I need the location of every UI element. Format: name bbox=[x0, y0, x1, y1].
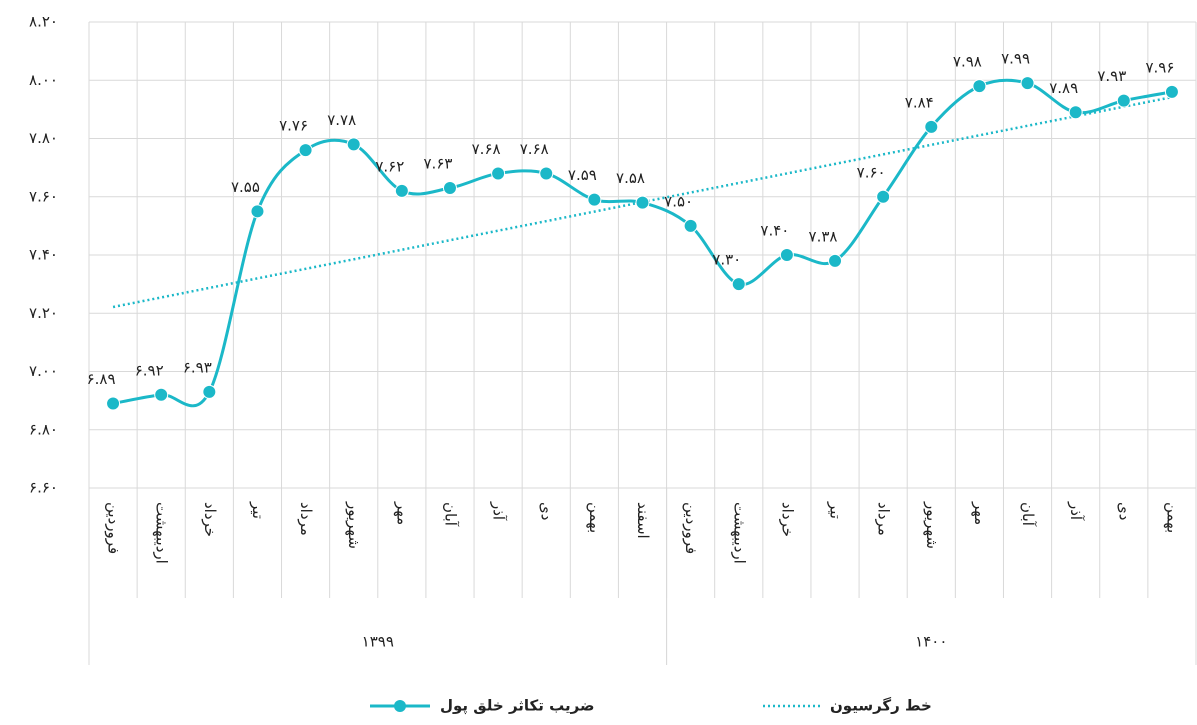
data-label: ۷.۹۹ bbox=[1001, 50, 1030, 68]
y-tick-label: ۸.۰۰ bbox=[29, 71, 58, 89]
data-label: ۷.۸۴ bbox=[905, 93, 934, 111]
data-point bbox=[106, 396, 121, 411]
data-label: ۷.۵۵ bbox=[231, 178, 260, 196]
data-point bbox=[779, 248, 794, 262]
data-point bbox=[587, 192, 602, 207]
data-label: ۶.۹۳ bbox=[183, 358, 212, 376]
x-tick-label: اردیبهشت bbox=[153, 502, 171, 564]
x-tick-label: تیر bbox=[249, 501, 267, 519]
data-point bbox=[491, 166, 506, 181]
y-tick-label: ۷.۲۰ bbox=[29, 304, 58, 322]
data-label: ۷.۵۹ bbox=[568, 166, 597, 184]
legend-label: خط رگرسیون bbox=[830, 697, 932, 715]
y-tick-label: ۶.۸۰ bbox=[29, 420, 58, 438]
data-point bbox=[539, 166, 554, 181]
data-label: ۷.۷۸ bbox=[327, 111, 356, 129]
x-tick-label: خرداد bbox=[201, 502, 219, 537]
group-label: ۱۴۰۰ bbox=[915, 633, 947, 651]
data-point bbox=[442, 181, 457, 196]
data-label: ۷.۷۶ bbox=[279, 117, 308, 135]
x-tick-label: آبان bbox=[1019, 502, 1037, 527]
x-tick-label: بهمن bbox=[1163, 502, 1181, 533]
legend-series-marker bbox=[394, 700, 406, 712]
x-tick-label: مرداد bbox=[297, 502, 315, 536]
y-tick-label: ۷.۰۰ bbox=[29, 362, 58, 380]
y-tick-label: ۶.۶۰ bbox=[29, 479, 58, 497]
series-line bbox=[112, 78, 1173, 408]
data-label: ۷.۶۸ bbox=[472, 140, 501, 158]
legend-label: ضریب تکاثر خلق پول bbox=[440, 697, 594, 716]
data-point bbox=[1068, 105, 1083, 120]
x-tick-label: مهر bbox=[971, 501, 989, 525]
data-point bbox=[635, 195, 650, 210]
data-label: ۷.۹۸ bbox=[953, 53, 982, 71]
x-tick-label: دی bbox=[538, 502, 556, 520]
data-label: ۷.۳۸ bbox=[809, 227, 838, 245]
x-tick-label: مهر bbox=[393, 501, 411, 525]
data-label: ۷.۹۳ bbox=[1097, 67, 1126, 85]
y-tick-label: ۸.۲۰ bbox=[29, 13, 58, 31]
data-label: ۷.۵۰ bbox=[664, 192, 693, 210]
data-point bbox=[731, 277, 746, 292]
y-tick-label: ۷.۶۰ bbox=[29, 187, 58, 205]
x-tick-label: شهریور bbox=[923, 501, 941, 549]
data-point bbox=[202, 384, 217, 399]
x-tick-label: تیر bbox=[827, 501, 845, 519]
data-label: ۷.۴۰ bbox=[760, 222, 789, 240]
data-point bbox=[828, 253, 843, 268]
x-tick-label: بهمن bbox=[586, 502, 604, 533]
y-tick-label: ۷.۸۰ bbox=[29, 129, 58, 147]
data-point bbox=[394, 183, 409, 198]
x-tick-label: اسفند bbox=[634, 502, 652, 539]
x-tick-label: خرداد bbox=[778, 502, 796, 537]
data-label: ۷.۳۰ bbox=[712, 251, 741, 269]
data-label: ۷.۹۶ bbox=[1145, 58, 1174, 76]
x-tick-label: مرداد bbox=[875, 502, 893, 536]
data-point bbox=[1020, 76, 1035, 91]
data-point bbox=[876, 189, 891, 204]
data-point bbox=[1116, 93, 1131, 108]
data-point bbox=[972, 79, 987, 94]
data-point bbox=[683, 218, 698, 233]
x-tick-label: فروردین bbox=[105, 502, 123, 554]
data-label: ۷.۵۸ bbox=[616, 169, 645, 187]
data-label: ۶.۸۹ bbox=[87, 370, 116, 388]
x-tick-label: دی bbox=[1115, 502, 1133, 520]
data-label: ۶.۹۲ bbox=[135, 361, 164, 379]
x-tick-label: آبان bbox=[441, 502, 459, 527]
data-point bbox=[924, 119, 939, 134]
x-tick-label: شهریور bbox=[345, 501, 363, 549]
data-label: ۷.۶۸ bbox=[520, 140, 549, 158]
x-tick-label: اردیبهشت bbox=[730, 502, 748, 564]
data-point bbox=[1164, 84, 1179, 99]
data-label: ۷.۶۳ bbox=[424, 155, 453, 173]
data-point bbox=[154, 387, 169, 402]
data-point bbox=[346, 137, 361, 152]
x-tick-label: آذر bbox=[1067, 501, 1085, 521]
group-label: ۱۳۹۹ bbox=[362, 633, 394, 651]
data-point bbox=[250, 204, 265, 219]
data-point bbox=[298, 143, 313, 158]
y-tick-label: ۷.۴۰ bbox=[29, 246, 58, 264]
x-tick-label: فروردین bbox=[682, 502, 700, 554]
data-label: ۷.۶۰ bbox=[857, 163, 886, 181]
data-label: ۷.۸۹ bbox=[1049, 79, 1078, 97]
data-label: ۷.۶۲ bbox=[375, 157, 404, 175]
x-tick-label: آذر bbox=[490, 501, 508, 521]
